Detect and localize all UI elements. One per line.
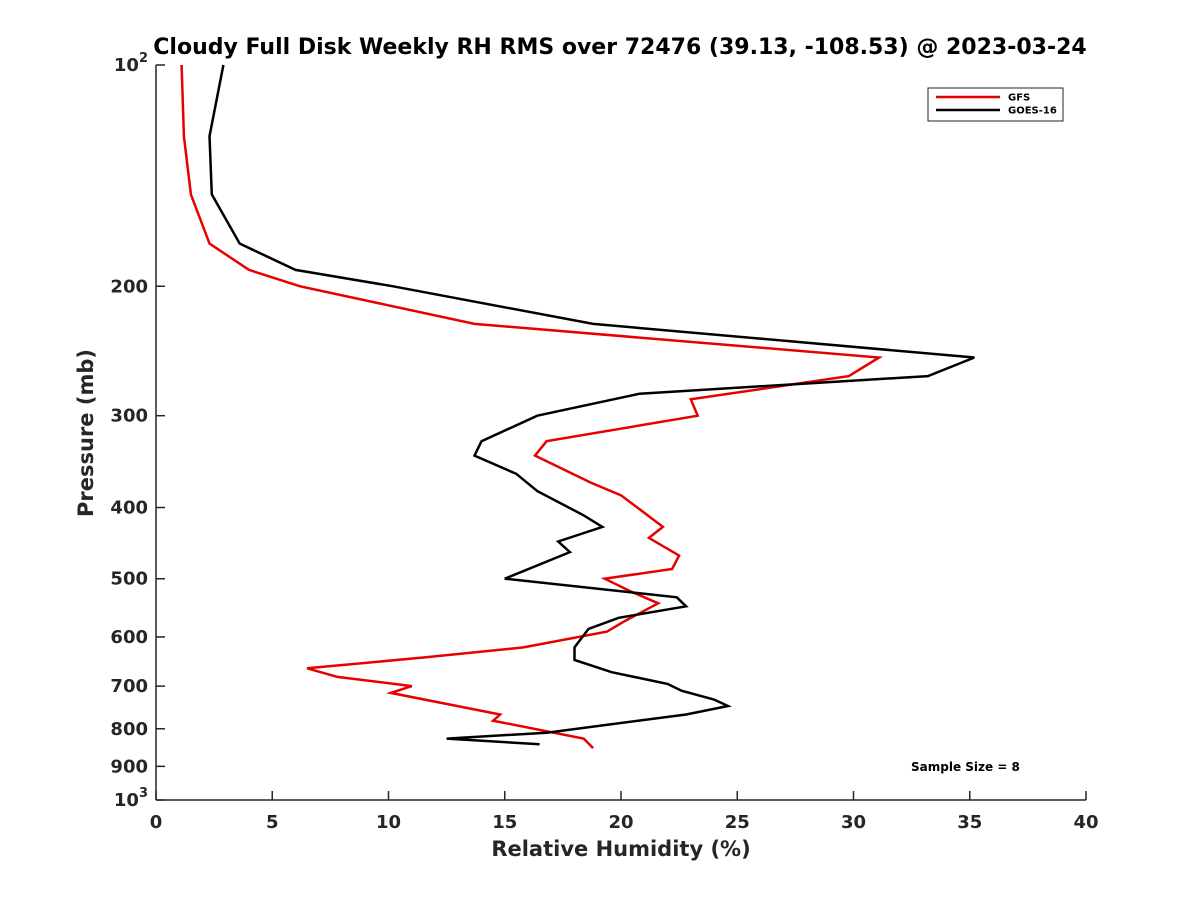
x-tick-label: 40: [1073, 812, 1098, 833]
y-tick-label: 500: [110, 569, 148, 590]
series-line-gfs: [180, 64, 883, 749]
sample-size-annotation: Sample Size = 8: [911, 760, 1020, 774]
legend-label-goes16: GOES-16: [1008, 106, 1057, 117]
x-tick-label: 35: [957, 812, 982, 833]
plot-area: [155, 65, 1086, 801]
x-tick-label: 0: [150, 812, 163, 833]
x-axis-label: Relative Humidity (%): [491, 837, 750, 861]
legend[interactable]: GFS GOES-16: [927, 87, 1064, 122]
legend-box: [927, 87, 1064, 122]
x-tick-label: 5: [266, 812, 279, 833]
y-tick-label: 700: [110, 676, 148, 697]
x-tick-label: 30: [841, 812, 866, 833]
series-layer: [180, 64, 975, 749]
y-tick-exponent: 3: [139, 786, 148, 801]
y-tick-exponent: 2: [139, 51, 148, 66]
x-tick-label: 25: [725, 812, 750, 833]
x-tick-label: 15: [492, 812, 517, 833]
y-tick-label: 600: [110, 627, 148, 648]
y-axis-label: Pressure (mb): [74, 349, 98, 517]
chart-title: Cloudy Full Disk Weekly RH RMS over 7247…: [153, 35, 1086, 60]
y-tick-label: 400: [110, 498, 148, 519]
x-tick-label: 20: [608, 812, 633, 833]
y-tick-label: 102: [114, 51, 148, 76]
y-tick-label: 103: [114, 786, 148, 811]
legend-label-gfs: GFS: [1008, 93, 1030, 104]
y-tick-base: 10: [114, 790, 139, 811]
y-tick-label: 900: [110, 756, 148, 777]
y-tick-base: 10: [114, 55, 139, 76]
y-tick-label: 800: [110, 719, 148, 740]
x-tick-label: 10: [376, 812, 401, 833]
y-tick-label: 200: [110, 276, 148, 297]
series-line-goes16: [208, 64, 975, 746]
x-axis-ticks: 0 5 10 15 20 25 30 35 40: [150, 791, 1099, 833]
y-tick-label: 300: [110, 406, 148, 427]
